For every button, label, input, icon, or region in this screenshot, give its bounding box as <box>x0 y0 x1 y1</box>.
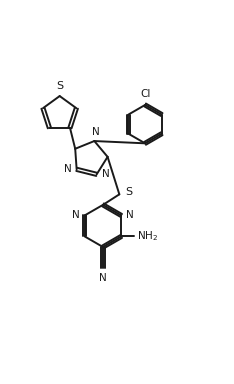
Text: N: N <box>126 210 134 220</box>
Text: N: N <box>72 210 80 220</box>
Text: S: S <box>56 81 63 91</box>
Text: S: S <box>125 187 132 197</box>
Text: N: N <box>64 164 72 174</box>
Text: N: N <box>99 273 107 283</box>
Text: N: N <box>102 169 110 179</box>
Text: NH$_2$: NH$_2$ <box>137 230 158 243</box>
Text: N: N <box>92 127 99 137</box>
Text: Cl: Cl <box>140 89 150 99</box>
